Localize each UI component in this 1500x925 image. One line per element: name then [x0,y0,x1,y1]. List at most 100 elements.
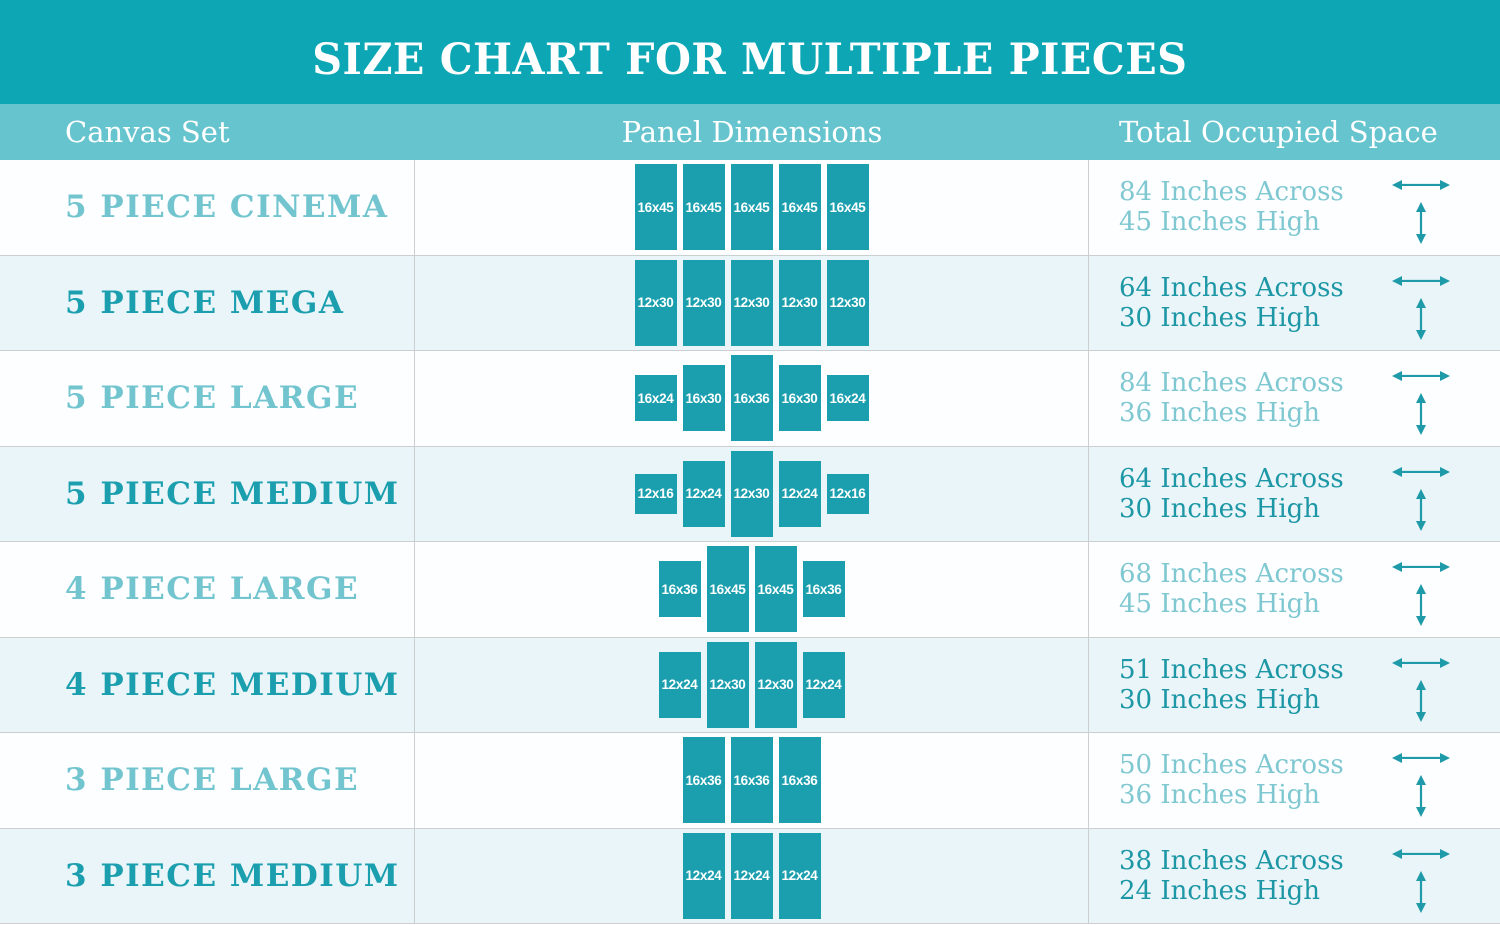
total-occupied-space-cell: 84 Inches Across 45 Inches High [1089,160,1500,255]
canvas-set-cell: 5 PIECE MEGA [0,255,415,350]
canvas-set-cell: 3 PIECE LARGE [0,733,415,828]
inches-high-value: 30 Inches High [1119,493,1321,524]
occupied-space-text: 64 Inches Across 30 Inches High [1119,464,1344,524]
canvas-panel: 12x30 [826,259,869,346]
canvas-panel: 16x24 [634,375,677,422]
up-down-arrow-icon [1416,297,1426,340]
inches-high-value: 36 Inches High [1119,398,1321,429]
dimension-arrows [1392,847,1450,913]
up-down-arrow-icon [1416,870,1426,913]
canvas-panel: 16x36 [730,355,773,442]
left-right-arrow-icon [1392,371,1450,382]
occupied-space-text: 68 Inches Across 45 Inches High [1119,559,1344,619]
canvas-panel: 12x24 [802,651,845,718]
canvas-panel: 12x30 [730,450,773,537]
canvas-set-label: 4 PIECE LARGE [65,571,360,608]
canvas-panel: 12x30 [706,641,749,728]
occupied-space-text: 38 Inches Across 24 Inches High [1119,846,1344,906]
table-row: 5 PIECE LARGE 16x24 16x30 16x36 16x30 16x24 84… [0,351,1500,447]
column-header-canvas-set: Canvas Set [65,115,230,149]
column-header-total-occupied-space: Total Occupied Space [1119,115,1438,149]
table-row: 3 PIECE MEDIUM 12x24 12x24 12x24 38 Inches A… [0,828,1500,924]
occupied-space-text: 84 Inches Across 36 Inches High [1119,368,1344,428]
column-header-row: Canvas Set Panel Dimensions Total Occupi… [0,104,1500,160]
canvas-panel: 12x30 [778,259,821,346]
left-right-arrow-icon [1392,753,1450,764]
occupied-space-text: 84 Inches Across 45 Inches High [1119,177,1344,237]
inches-high-value: 30 Inches High [1119,302,1321,333]
inches-across-value: 51 Inches Across [1119,654,1344,685]
inches-across-value: 38 Inches Across [1119,845,1344,876]
total-occupied-space-cell: 84 Inches Across 36 Inches High [1089,351,1500,446]
canvas-panel: 16x36 [730,737,773,824]
panel-dimensions-cell: 12x30 12x30 12x30 12x30 12x30 [415,255,1089,350]
table-row: 4 PIECE MEDIUM 12x24 12x30 12x30 12x24 51 Inc… [0,637,1500,733]
canvas-panel: 16x45 [706,546,749,633]
up-down-arrow-icon [1416,584,1426,627]
canvas-panel: 12x16 [826,473,869,514]
panel-dimensions-cell: 12x24 12x24 12x24 [415,828,1089,923]
inches-across-value: 50 Inches Across [1119,750,1344,781]
canvas-panel: 12x24 [778,832,821,919]
up-down-arrow-icon [1416,488,1426,531]
total-occupied-space-cell: 64 Inches Across 30 Inches High [1089,256,1500,351]
canvas-panel: 12x30 [634,259,677,346]
canvas-panel: 12x24 [658,651,701,718]
canvas-panel: 12x24 [682,832,725,919]
canvas-set-cell: 3 PIECE MEDIUM [0,828,415,923]
canvas-set-cell: 5 PIECE LARGE [0,351,415,446]
occupied-space-text: 50 Inches Across 36 Inches High [1119,750,1344,810]
canvas-set-cell: 5 PIECE CINEMA [0,160,415,255]
panel-dimensions-cell: 16x24 16x30 16x36 16x30 16x24 [415,351,1089,446]
canvas-panel: 16x45 [778,164,821,251]
canvas-set-label: 3 PIECE LARGE [65,762,360,799]
up-down-arrow-icon [1416,679,1426,722]
panel-dimensions-cell: 16x45 16x45 16x45 16x45 16x45 [415,160,1089,255]
dimension-arrows [1392,656,1450,722]
panel-dimensions-cell: 12x24 12x30 12x30 12x24 [415,637,1089,732]
table-row: 5 PIECE MEDIUM 12x16 12x24 12x30 12x24 12x16 6… [0,446,1500,542]
canvas-set-cell: 5 PIECE MEDIUM [0,446,415,541]
left-right-arrow-icon [1392,180,1450,191]
inches-across-value: 84 Inches Across [1119,368,1344,399]
column-header-panel-dimensions: Panel Dimensions [621,115,883,149]
total-occupied-space-cell: 51 Inches Across 30 Inches High [1089,638,1500,733]
inches-high-value: 45 Inches High [1119,207,1321,238]
table-row: 5 PIECE MEGA 12x30 12x30 12x30 12x30 12x30 64 … [0,255,1500,351]
occupied-space-text: 64 Inches Across 30 Inches High [1119,273,1344,333]
canvas-panel: 16x45 [730,164,773,251]
canvas-panel: 12x24 [730,832,773,919]
canvas-panel: 16x45 [634,164,677,251]
dimension-arrows [1392,178,1450,245]
canvas-panel: 12x24 [778,460,821,527]
left-right-arrow-icon [1392,562,1450,573]
dimension-arrows [1392,369,1450,436]
dimension-arrows [1392,751,1450,818]
canvas-set-label: 5 PIECE MEGA [65,284,345,321]
inches-across-value: 84 Inches Across [1119,177,1344,208]
table-row: 3 PIECE LARGE 16x36 16x36 16x36 50 Inches Ac… [0,733,1500,829]
canvas-panel: 16x45 [754,546,797,633]
up-down-arrow-icon [1416,775,1426,818]
dimension-arrows [1392,560,1450,627]
canvas-panel: 12x30 [754,641,797,728]
page-title: SIZE CHART FOR MULTIPLE PIECES [312,35,1188,85]
inches-across-value: 64 Inches Across [1119,272,1344,303]
inches-across-value: 68 Inches Across [1119,559,1344,590]
total-occupied-space-cell: 38 Inches Across 24 Inches High [1089,829,1500,924]
canvas-panel: 16x36 [778,737,821,824]
canvas-panel: 16x30 [682,365,725,432]
canvas-set-label: 5 PIECE CINEMA [65,189,389,226]
title-banner: SIZE CHART FOR MULTIPLE PIECES [0,0,1500,104]
canvas-set-label: 5 PIECE MEDIUM [65,475,400,512]
panel-dimensions-cell: 16x36 16x45 16x45 16x36 [415,542,1089,637]
left-right-arrow-icon [1392,466,1450,477]
canvas-panel: 12x24 [682,460,725,527]
inches-across-value: 64 Inches Across [1119,463,1344,494]
canvas-panel: 12x30 [730,259,773,346]
canvas-set-label: 3 PIECE MEDIUM [65,857,400,894]
canvas-set-label: 4 PIECE MEDIUM [65,666,400,703]
canvas-set-label: 5 PIECE LARGE [65,380,360,417]
occupied-space-text: 51 Inches Across 30 Inches High [1119,655,1344,715]
